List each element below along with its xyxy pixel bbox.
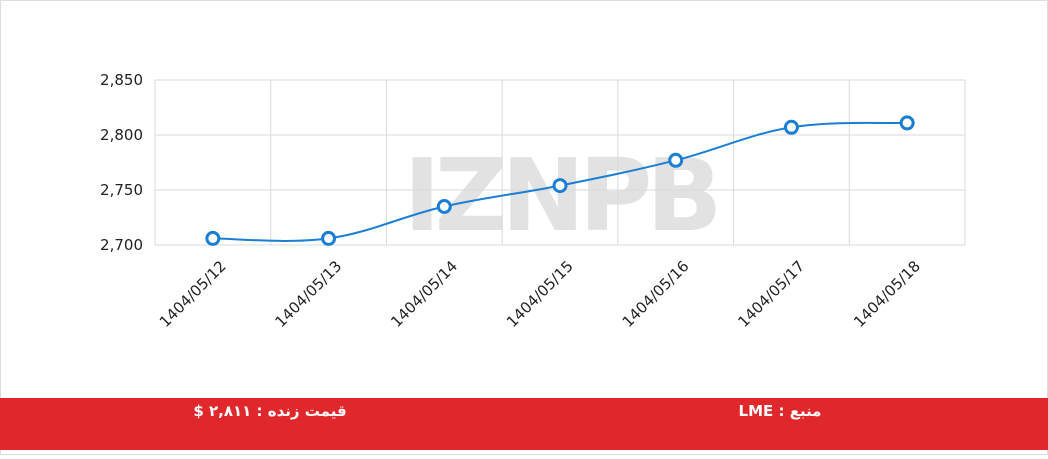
point xyxy=(783,119,799,135)
y-tick-label: 2,800 xyxy=(100,126,143,144)
point xyxy=(321,230,337,246)
live-price: قیمت زنده : ۲,۸۱۱ $ xyxy=(193,402,346,420)
watermark: IZNPB xyxy=(404,137,717,254)
point xyxy=(436,199,452,214)
y-tick-label: 2,850 xyxy=(100,71,143,89)
y-tick-label: 2,700 xyxy=(100,236,143,254)
point xyxy=(668,152,684,168)
point xyxy=(899,115,915,131)
point xyxy=(552,178,568,194)
footer-bar xyxy=(0,398,1048,450)
y-tick-label: 2,750 xyxy=(100,181,143,199)
point xyxy=(205,230,221,246)
source: منبع : LME xyxy=(739,402,822,420)
